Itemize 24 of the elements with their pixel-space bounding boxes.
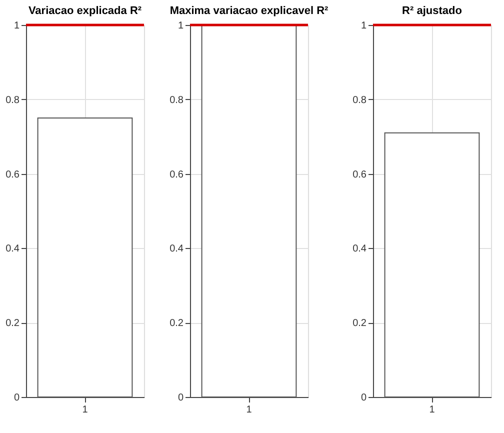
y-tick-label: 1	[360, 20, 367, 32]
y-tick-label: 0.4	[352, 244, 367, 255]
y-tick-label: 0.6	[352, 169, 367, 180]
y-tick-label: 0.8	[6, 94, 20, 106]
y-tick-label: 0.6	[6, 169, 20, 180]
y-tick-label: 0.4	[170, 244, 184, 255]
chart-title: Variacao explicada R²	[28, 5, 142, 17]
y-tick-label: 1	[14, 20, 20, 32]
y-tick-label: 0	[14, 392, 20, 404]
y-tick-label: 0.2	[6, 318, 20, 330]
y-tick-label: 0	[178, 392, 184, 404]
y-tick-label: 0.8	[352, 94, 367, 106]
chart-title: Maxima variacao explicavel R²	[170, 5, 329, 17]
y-tick-label: 0.6	[170, 169, 184, 180]
x-tick-label: 1	[82, 404, 88, 416]
x-tick-label: 1	[246, 404, 252, 416]
x-tick-label: 1	[429, 404, 436, 416]
y-tick-label: 0.4	[6, 244, 20, 255]
y-tick-label: 1	[178, 20, 184, 32]
chart-title: R² ajustado	[402, 5, 462, 17]
y-tick-label: 0.2	[170, 318, 184, 330]
y-tick-label: 0.2	[352, 318, 367, 330]
y-tick-label: 0.8	[170, 94, 184, 106]
y-tick-label: 0	[360, 392, 367, 404]
